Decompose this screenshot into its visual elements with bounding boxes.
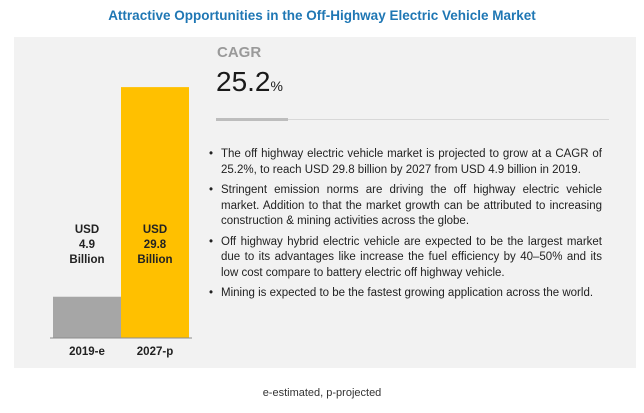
bar-value-label: USD — [75, 224, 99, 236]
bar-chart: USD 4.9 Billion 2019-e USD 29.8 Billion 2027-p — [50, 87, 192, 358]
bar-value-label: USD — [143, 224, 167, 236]
cagr-label: CAGR — [217, 44, 262, 61]
cagr-number: 25.2 — [216, 66, 271, 97]
highlight-item: Stringent emission norms are driving the… — [207, 183, 602, 230]
highlight-item: Mining is expected to be the fastest gro… — [207, 286, 602, 302]
highlight-item: The off highway electric vehicle market … — [207, 147, 602, 178]
bar-value-label: 4.9 — [79, 239, 95, 251]
x-tick-label: 2019-e — [69, 346, 105, 358]
page-title: Attractive Opportunities in the Off-High… — [108, 8, 536, 23]
highlights-list: The off highway electric vehicle market … — [207, 147, 602, 307]
bar-value-label: Billion — [137, 254, 172, 266]
footnote: e-estimated, p-projected — [262, 387, 382, 399]
bar-value-label: 29.8 — [144, 239, 167, 251]
bar-2027-p — [121, 87, 189, 338]
x-tick-label: 2027-p — [137, 346, 173, 358]
bar-2019-e — [53, 296, 121, 338]
cagr-unit: % — [270, 78, 283, 94]
cagr-value: 25.2% — [216, 66, 283, 98]
cagr-divider — [216, 119, 609, 120]
highlight-item: Off highway hybrid electric vehicle are … — [207, 235, 602, 282]
bar-value-label: Billion — [69, 254, 104, 266]
cagr-divider-accent — [216, 118, 288, 121]
